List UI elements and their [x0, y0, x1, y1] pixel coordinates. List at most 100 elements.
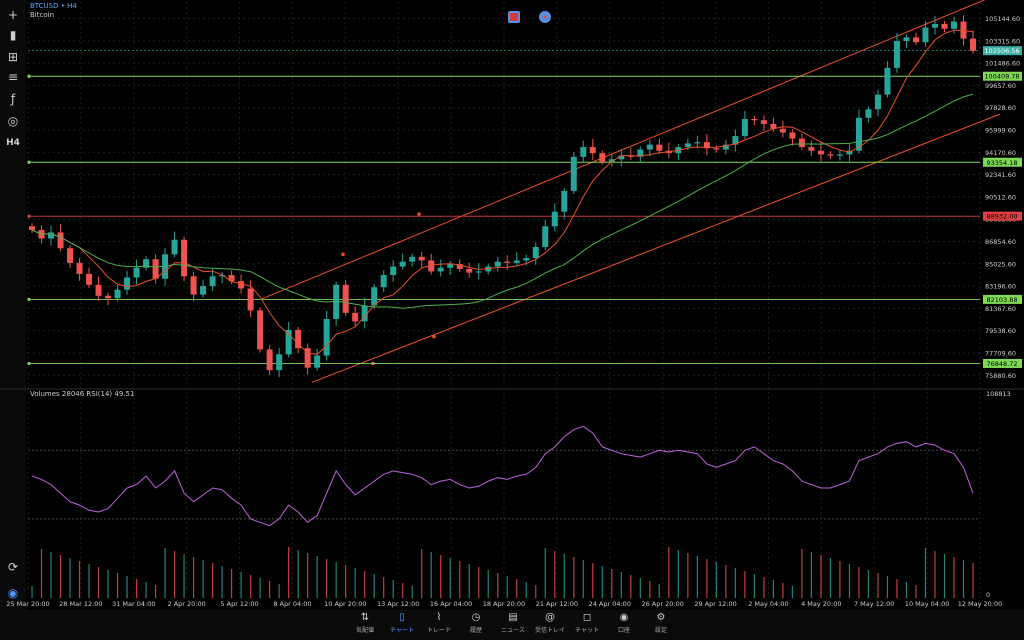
candle-body	[295, 329, 302, 349]
nav-inbox[interactable]: @ 受信トレイ	[533, 610, 567, 640]
candle-body	[95, 284, 102, 296]
price-axis-label: 90512.60	[985, 193, 1016, 201]
calendar-icon[interactable]	[539, 11, 552, 23]
candle-body	[105, 295, 112, 299]
level-price-label: 82103.88	[986, 296, 1017, 304]
candle-body	[228, 275, 235, 282]
nav-chart[interactable]: ▯ チャート	[385, 610, 419, 640]
time-axis-label: 31 Mar 04:00	[112, 600, 155, 608]
candle-body	[646, 144, 653, 150]
candle-body	[209, 276, 216, 287]
nav-chat[interactable]: ◻ チャット	[570, 610, 604, 640]
candle-body	[67, 248, 74, 263]
candle-body	[922, 27, 929, 43]
timeframe-icon[interactable]: H4	[6, 138, 20, 148]
candle-body	[542, 226, 549, 248]
candle-body	[124, 277, 131, 290]
candle-body	[770, 123, 777, 129]
candle-body	[399, 261, 406, 267]
level-price-tag	[983, 211, 1022, 221]
level-price-tag	[983, 294, 1022, 304]
candle-body	[513, 260, 520, 263]
level-handle	[27, 74, 31, 78]
candle-body	[627, 155, 634, 157]
symbol-label: BTCUSD • H4	[30, 2, 77, 10]
level-price-label: 76848.72	[986, 360, 1017, 368]
objects-icon[interactable]: ◎	[7, 114, 19, 128]
candle-body	[48, 232, 55, 239]
candle-body	[903, 37, 910, 42]
level-price-tag	[983, 71, 1022, 81]
nav-quotes[interactable]: ⇅ 気配値	[348, 610, 382, 640]
candle-body	[874, 94, 881, 110]
level-price-tag	[983, 157, 1022, 167]
candle-body	[200, 286, 207, 295]
nav-label: ニュース	[501, 627, 525, 634]
nav-settings[interactable]: ⚙ 設定	[644, 610, 678, 640]
candle-body	[114, 289, 121, 299]
candle-body	[456, 264, 463, 269]
logo-icon[interactable]: ◉	[7, 586, 19, 600]
candle-body	[475, 271, 482, 273]
candle-body	[304, 348, 311, 368]
candle-body	[865, 109, 872, 118]
price-axis-label: 81367.60	[985, 305, 1016, 313]
time-axis-label: 5 Apr 12:00	[220, 600, 258, 608]
candle-body	[29, 226, 35, 230]
candle-body	[808, 147, 815, 151]
candle-body	[371, 287, 378, 306]
nav-trade[interactable]: ⌇ トレード	[422, 610, 456, 640]
price-axis-label: 75880.60	[985, 372, 1016, 380]
candle-body	[152, 259, 159, 279]
level-price-label: 93354.18	[986, 159, 1017, 167]
sync-icon[interactable]: ⟳	[7, 560, 19, 574]
crosshair-icon[interactable]: +	[7, 8, 19, 22]
price-axis-label: 83196.60	[985, 283, 1016, 291]
candle-body	[760, 120, 767, 124]
candle-body	[684, 143, 691, 148]
nav-history[interactable]: ◷ 履歴	[459, 610, 493, 640]
candle-body	[133, 267, 140, 278]
candle-body	[751, 119, 758, 121]
time-axis-label: 21 Apr 12:00	[536, 600, 578, 608]
indicators-icon[interactable]: ⊞	[7, 50, 19, 64]
candle-body	[238, 281, 245, 289]
time-axis-label: 12 May 20:00	[958, 600, 1003, 608]
inbox-icon: @	[545, 612, 555, 623]
price-chart[interactable]: 105144.60 103315.60 101486.60 99657.60 97828…	[0, 0, 1024, 610]
volume-axis-max: 108813	[986, 390, 1011, 398]
price-axis-label: 97828.60	[985, 104, 1016, 112]
candle-body	[789, 132, 796, 139]
nav-label: チャット	[575, 627, 599, 634]
current-price-label: 102506.56	[984, 47, 1019, 55]
time-axis-label: 2 May 04:00	[748, 600, 788, 608]
account-icon: ◉	[619, 612, 629, 623]
time-axis-label: 16 Apr 04:00	[430, 600, 472, 608]
time-axis-label: 25 Mar 20:00	[6, 600, 49, 608]
nav-news[interactable]: ▤ ニュース	[496, 610, 530, 640]
candle-body	[570, 156, 577, 191]
trade-panel-icon[interactable]	[508, 11, 520, 23]
nav-label: トレード	[426, 627, 451, 634]
candle-body	[950, 21, 957, 29]
time-axis-label: 28 Mar 12:00	[59, 600, 102, 608]
candle-body	[437, 267, 444, 272]
candle-body	[970, 38, 976, 51]
candle-body	[599, 153, 606, 162]
channel-anchor-point	[417, 212, 421, 216]
candle-body	[561, 190, 568, 212]
candle-body	[618, 155, 625, 160]
candle-body	[798, 138, 805, 148]
function-icon[interactable]: ƒ	[10, 92, 16, 106]
indicator-list-icon[interactable]: ≡	[7, 70, 19, 84]
candle-body	[637, 149, 644, 157]
candles-icon[interactable]: ▮	[9, 28, 17, 42]
symbol-name: Bitcoin	[30, 11, 55, 19]
candle-body	[779, 128, 786, 133]
candle-body	[836, 154, 843, 156]
nav-account[interactable]: ◉ 口座	[607, 610, 641, 640]
candle-body	[143, 259, 150, 268]
time-axis-label: 26 Apr 20:00	[641, 600, 683, 608]
candle-body	[418, 256, 425, 261]
candle-body	[532, 247, 539, 258]
